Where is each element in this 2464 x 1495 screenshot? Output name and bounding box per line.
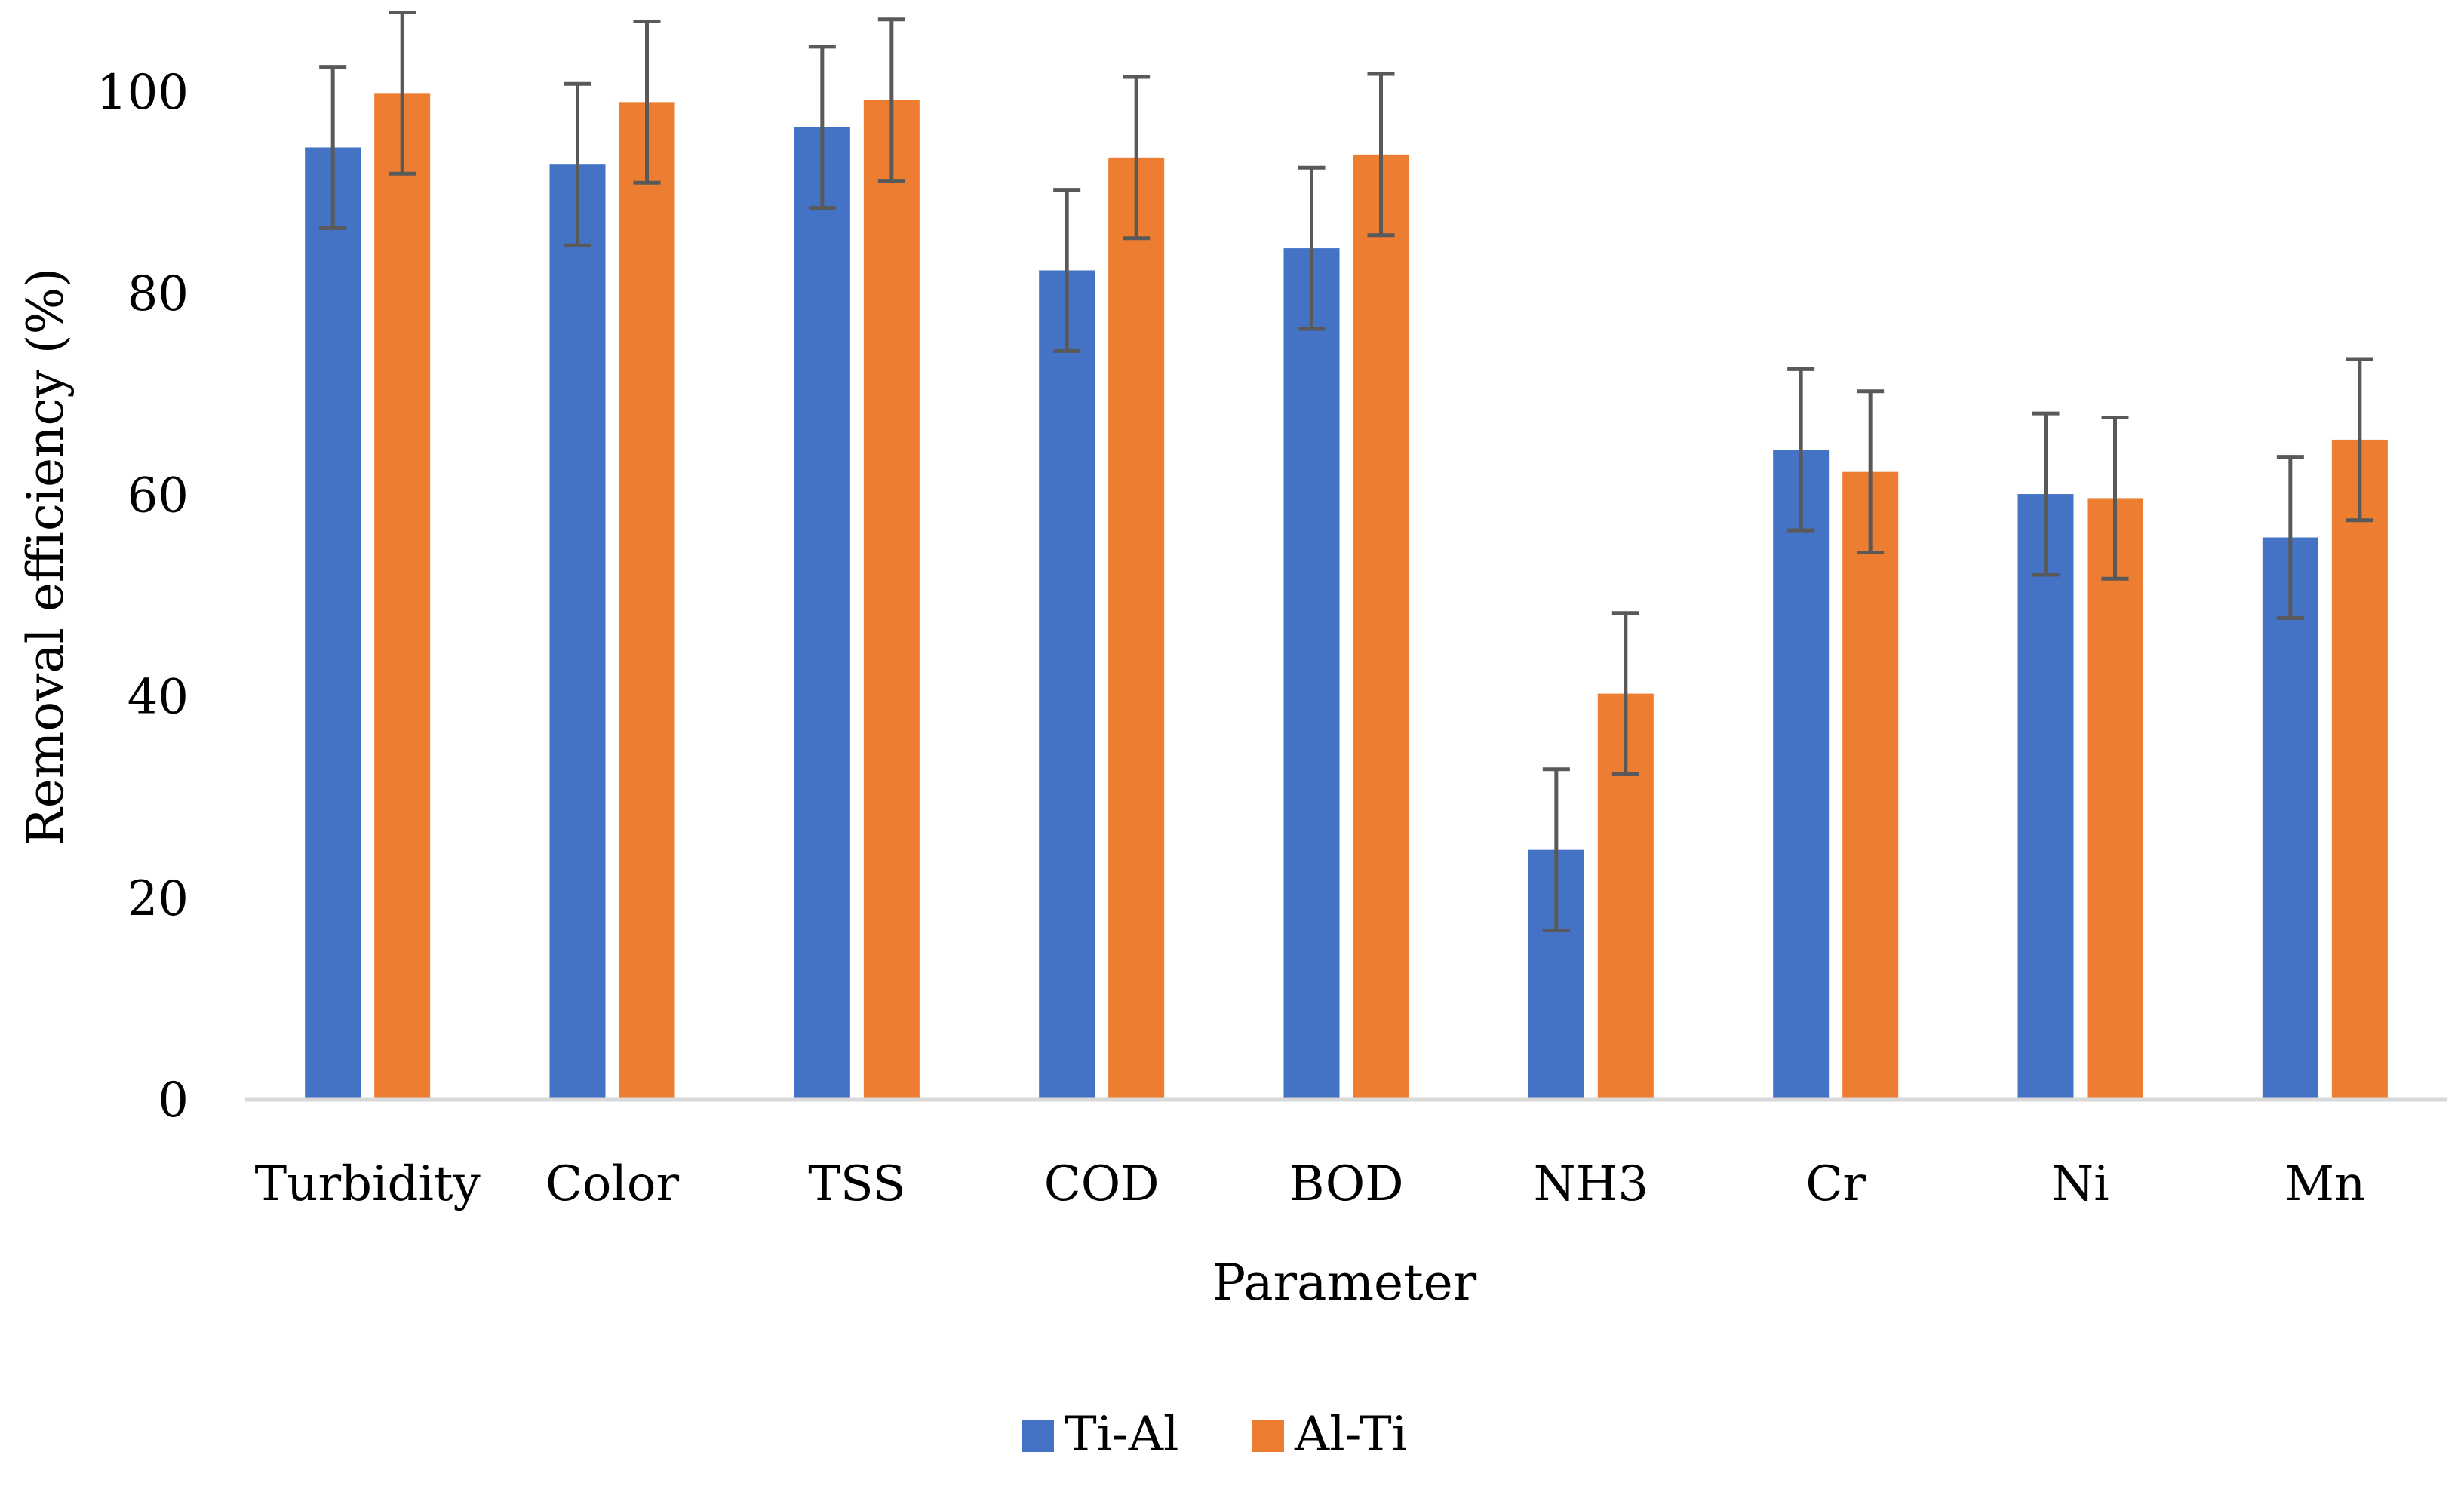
x-tick-label: NH3 (1534, 1156, 1649, 1212)
x-tick-labels: Turbidity Color TSS COD BOD NH3 Cr Ni Mn (255, 1156, 2366, 1212)
legend-label: Ti-Al (1065, 1407, 1178, 1463)
x-axis-title: Parameter (1212, 1254, 1477, 1312)
legend-item-al-ti: Al-Ti (1252, 1407, 1407, 1463)
legend-swatch (1022, 1420, 1054, 1452)
legend-label: Al-Ti (1294, 1407, 1407, 1463)
error-bar-al-ti-cr (1857, 389, 1885, 555)
legend-item-ti-al: Ti-Al (1022, 1407, 1178, 1463)
y-tick-labels: 0 20 40 60 80 100 (97, 65, 189, 1128)
error-bar-ti-al-ni (2032, 411, 2060, 577)
y-tick-label: 20 (128, 871, 189, 927)
error-bar-ti-al-color (564, 81, 591, 247)
bar-al-ti-cr (1842, 471, 1899, 1100)
y-tick-label: 0 (158, 1073, 189, 1128)
bar-al-ti-color (619, 102, 675, 1101)
x-tick-label: COD (1044, 1156, 1160, 1212)
legend: Ti-Al Al-Ti (1022, 1407, 1407, 1463)
y-axis-title: Removal efficiency (%) (17, 268, 75, 846)
error-bar-al-ti-turbidity (389, 10, 416, 176)
error-bar-ti-al-bod (1298, 165, 1326, 331)
bar-al-ti-turbidity (374, 93, 431, 1101)
error-bar-ti-al-cr (1787, 367, 1815, 533)
bar-ti-al-mn (2262, 537, 2318, 1100)
error-bar-ti-al-cod (1053, 188, 1081, 353)
x-tick-label: Mn (2284, 1156, 2365, 1212)
error-bar-al-ti-bod (1367, 72, 1395, 238)
bar-ti-al-cod (1039, 270, 1095, 1101)
error-bar-al-ti-tss (877, 17, 905, 183)
error-bar-ti-al-turbidity (319, 65, 347, 230)
error-bar-al-ti-ni (2101, 416, 2129, 581)
x-tick-label: Ni (2051, 1156, 2109, 1212)
error-bar-al-ti-mn (2346, 357, 2373, 523)
error-bar-ti-al-mn (2276, 455, 2304, 620)
bar-ti-al-bod (1283, 248, 1340, 1101)
error-bars-layer (319, 10, 2373, 933)
y-tick-label: 40 (128, 670, 189, 726)
x-tick-label: BOD (1289, 1156, 1404, 1212)
bar-ti-al-cr (1773, 450, 1830, 1100)
bar-ti-al-color (549, 164, 606, 1100)
bar-al-ti-bod (1353, 154, 1409, 1100)
error-bar-al-ti-color (633, 19, 661, 185)
bar-al-ti-ni (2087, 498, 2143, 1100)
bar-ti-al-ni (2017, 494, 2074, 1100)
bar-al-ti-mn (2331, 439, 2388, 1100)
x-tick-label: TSS (808, 1156, 905, 1212)
y-tick-label: 100 (97, 65, 189, 121)
y-tick-label: 60 (128, 468, 189, 523)
bars-layer (305, 93, 2388, 1101)
bar-ti-al-tss (794, 127, 850, 1100)
error-bar-ti-al-nh3 (1542, 767, 1570, 933)
bar-al-ti-cod (1108, 157, 1165, 1101)
x-tick-label: Cr (1805, 1156, 1866, 1212)
error-bar-ti-al-tss (808, 45, 836, 210)
y-tick-label: 80 (128, 266, 189, 322)
bar-ti-al-turbidity (305, 147, 361, 1101)
legend-swatch (1252, 1420, 1284, 1452)
x-tick-label: Turbidity (255, 1156, 481, 1212)
x-tick-label: Color (545, 1156, 680, 1212)
error-bar-al-ti-nh3 (1611, 611, 1639, 776)
bar-al-ti-tss (863, 100, 920, 1101)
error-bar-al-ti-cod (1123, 75, 1151, 241)
